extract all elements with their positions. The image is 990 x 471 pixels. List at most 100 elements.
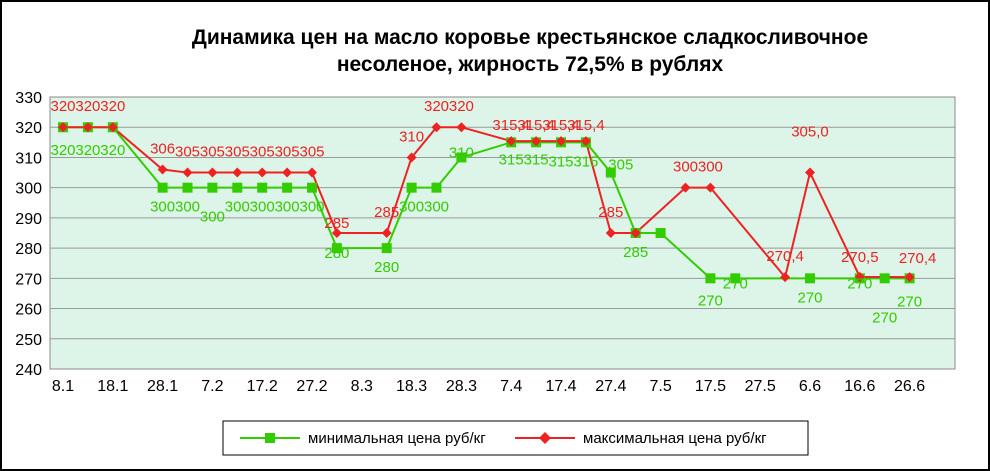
data-label-max: 320 [100, 98, 125, 115]
data-label-min: 320 [75, 142, 100, 159]
data-label-min: 270 [698, 292, 723, 309]
data-point-min [157, 182, 168, 193]
legend-max-marker [539, 432, 551, 444]
data-point-max [232, 167, 243, 178]
data-label-min: 300 [250, 199, 275, 216]
data-label-min: 270 [897, 293, 922, 310]
data-point-min [705, 273, 716, 284]
data-point-min [232, 182, 243, 193]
data-label-max: 305 [175, 144, 200, 161]
data-label-max: 270,4 [766, 248, 804, 265]
data-label-min: 315 [573, 153, 598, 170]
data-label-max: 305 [250, 144, 275, 161]
data-label-min: 315 [524, 151, 549, 168]
data-label-max: 315,4 [567, 117, 605, 134]
data-label-max: 315,4 [542, 117, 580, 134]
data-point-min [307, 182, 317, 193]
data-point-min [431, 182, 442, 193]
data-point-min [655, 228, 666, 238]
data-point-max [531, 136, 542, 147]
x-tick-label: 7.5 [649, 378, 671, 395]
data-point-max [805, 167, 815, 178]
data-point-min [456, 152, 467, 163]
x-tick-label: 8.1 [52, 378, 74, 395]
data-label-max: 285 [598, 204, 623, 221]
y-tick-label: 300 [15, 181, 42, 198]
data-label-min: 300 [399, 199, 424, 216]
data-label-min: 300 [175, 199, 200, 216]
x-tick-label: 27.5 [745, 378, 776, 395]
data-point-max [107, 122, 118, 133]
data-point-max [605, 228, 616, 238]
data-point-min [730, 273, 741, 284]
data-label-max: 270,5 [841, 249, 879, 266]
y-tick-label: 310 [15, 150, 42, 167]
data-label-min: 300 [424, 199, 449, 216]
data-label-max: 270,4 [899, 250, 937, 267]
data-label-max: 300 [698, 159, 723, 176]
data-label-max: 305 [299, 144, 324, 161]
data-point-max [854, 271, 865, 282]
data-point-max [680, 182, 691, 193]
x-tick-label: 6.6 [799, 378, 821, 395]
data-label-min: 320 [100, 142, 125, 159]
data-label-min: 315 [499, 151, 524, 168]
data-point-max [157, 164, 168, 175]
data-point-min [605, 167, 616, 178]
data-label-max: 305 [225, 144, 250, 161]
data-label-min: 280 [374, 259, 399, 276]
data-point-max [381, 228, 392, 238]
data-label-max: 320 [424, 98, 449, 115]
data-label-min: 320 [50, 142, 75, 159]
data-point-max [182, 167, 193, 178]
data-label-max: 305,0 [791, 124, 829, 141]
x-tick-label: 17.4 [545, 378, 576, 395]
legend-min-marker [265, 433, 275, 443]
data-label-max: 315,4 [492, 117, 530, 134]
x-tick-label: 8.3 [351, 378, 373, 395]
data-point-max [58, 122, 68, 133]
data-label-min: 285 [623, 244, 648, 261]
x-tick-label: 7.4 [500, 378, 522, 395]
y-tick-label: 290 [15, 211, 42, 228]
y-tick-label: 280 [15, 241, 42, 258]
data-label-max: 320 [75, 98, 100, 115]
y-tick-label: 260 [15, 302, 42, 319]
data-label-max: 285 [324, 215, 349, 232]
data-label-max: 315,4 [517, 117, 555, 134]
data-label-min: 310 [449, 144, 474, 161]
data-label-min: 270 [797, 289, 822, 306]
x-tick-label: 28.1 [147, 378, 178, 395]
x-tick-label: 26.6 [894, 378, 925, 395]
data-label-min: 300 [225, 199, 250, 216]
data-point-max [904, 272, 915, 283]
data-point-max [307, 167, 317, 178]
x-axis-ticks: 8.1 18.1 28.1 7.2 17.2 27.2 8.3 18.3 28.3 7.4 17.4… [52, 378, 925, 395]
data-label-min: 280 [324, 245, 349, 262]
x-tick-label: 17.5 [695, 378, 726, 395]
data-label-max: 310 [399, 128, 424, 145]
data-point-max [406, 152, 417, 163]
x-tick-label: 27.4 [595, 378, 626, 395]
data-point-max [257, 167, 268, 178]
data-label-min: 300 [150, 199, 175, 216]
data-label-max: 305 [275, 144, 300, 161]
x-tick-label: 18.3 [396, 378, 427, 395]
x-tick-label: 27.2 [296, 378, 327, 395]
data-point-min [282, 182, 293, 193]
data-point-max [780, 272, 791, 283]
x-tick-label: 16.6 [844, 378, 875, 395]
data-label-min: 270 [847, 275, 872, 292]
legend-item-min: минимальная цена руб/кг [240, 430, 486, 447]
data-point-min [406, 182, 417, 193]
data-point-max [506, 136, 517, 147]
series-line-min [63, 126, 910, 280]
data-point-min [207, 182, 218, 193]
legend-max-label: максимальная цена руб/кг [583, 430, 767, 447]
data-label-max: 285 [374, 204, 399, 221]
data-point-max [282, 167, 293, 178]
data-point-max [580, 136, 591, 147]
data-label-max: 320 [50, 98, 75, 115]
y-tick-label: 270 [15, 271, 42, 288]
